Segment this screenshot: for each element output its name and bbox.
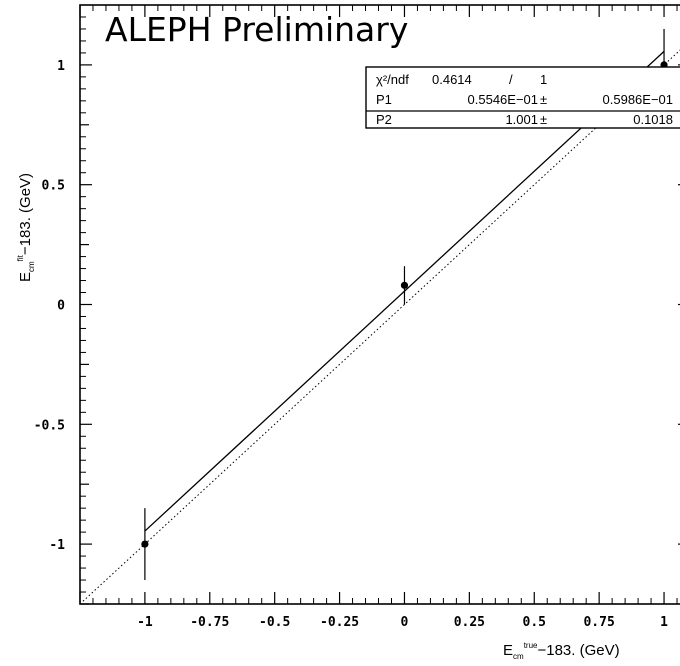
y-tick-label: -1 — [49, 538, 65, 553]
axis-ticks — [79, 5, 680, 605]
x-tick-label: 0.75 — [583, 615, 614, 630]
x-axis-title-sup: true — [524, 641, 538, 650]
x-tick-label: 0.25 — [454, 615, 485, 630]
axis-tick-labels: -1 -0.75 -0.5 -0.25 0 0.25 0.5 0.75 1 -1 -0.5 0 0.5 1 — [34, 59, 668, 630]
stats-box-frame — [365, 66, 680, 129]
x-tick-label: -0.5 — [259, 615, 290, 630]
y-axis-title-sup: fit — [16, 254, 25, 261]
stats-row-p2-label: P2 — [376, 112, 392, 127]
x-axis-title-sub: cm — [513, 652, 524, 661]
stats-row-chi2-value: 0.4614 — [432, 72, 472, 87]
y-tick-label: 1 — [57, 59, 65, 74]
x-tick-label: -0.75 — [190, 615, 229, 630]
x-tick-label: 1 — [660, 615, 668, 630]
data-point — [400, 281, 409, 289]
y-axis-title-main: E — [17, 272, 34, 282]
y-tick-label: -0.5 — [34, 418, 65, 433]
x-tick-label: -1 — [137, 615, 153, 630]
stats-row-p1-error: 0.5986E−01 — [603, 92, 673, 107]
stats-row-chi2-error: 1 — [540, 72, 547, 87]
chart-title: ALEPH Preliminary — [105, 10, 408, 49]
x-axis-title: Ecmtrue−183. (GeV) — [503, 641, 620, 661]
stats-row-p1-value: 0.5546E−01 — [468, 92, 538, 107]
stats-row-chi2-sep: / — [509, 72, 513, 87]
x-tick-label: 0.5 — [523, 615, 546, 630]
y-tick-label: 0.5 — [42, 179, 65, 194]
stats-row-p1-sep: ± — [540, 92, 547, 107]
stats-box: χ²/ndf 0.4614 / 1 P1 0.5546E−01 ± 0.5986… — [365, 66, 680, 129]
stats-row-p2-sep: ± — [540, 112, 547, 127]
y-axis-title-sub: cm — [27, 261, 36, 272]
y-tick-label: 0 — [57, 299, 65, 314]
stats-row-p2-value: 1.001 — [505, 112, 538, 127]
x-tick-label: 0 — [401, 615, 409, 630]
stats-row-p2-error: 0.1018 — [633, 112, 673, 127]
stats-row-p1-label: P1 — [376, 92, 392, 107]
stats-row-chi2-label: χ²/ndf — [376, 72, 409, 87]
x-tick-label: -0.25 — [320, 615, 359, 630]
y-axis-title-rest: −183. (GeV) — [17, 173, 34, 255]
data-point — [141, 540, 149, 548]
x-axis-title-main: E — [503, 642, 513, 659]
x-axis-title-rest: −183. (GeV) — [537, 642, 619, 659]
y-axis-title: Ecmfit−183. (GeV) — [16, 173, 36, 282]
